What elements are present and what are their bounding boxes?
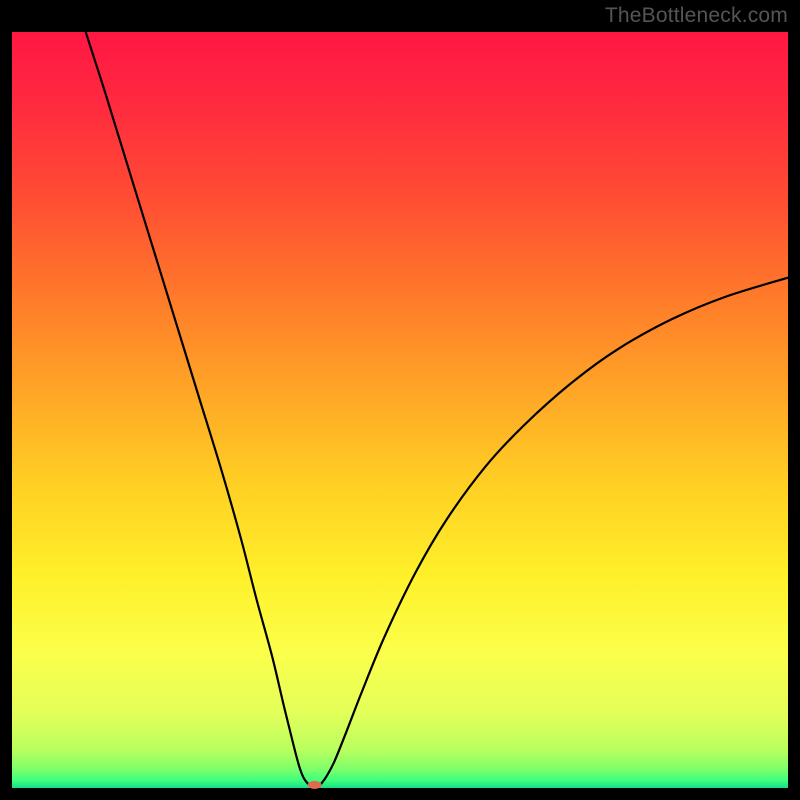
chart-container: TheBottleneck.com (0, 0, 800, 800)
plot-area (12, 32, 788, 788)
watermark-text: TheBottleneck.com (605, 4, 788, 28)
optimal-point-marker (308, 781, 322, 789)
bottleneck-chart (0, 0, 800, 800)
